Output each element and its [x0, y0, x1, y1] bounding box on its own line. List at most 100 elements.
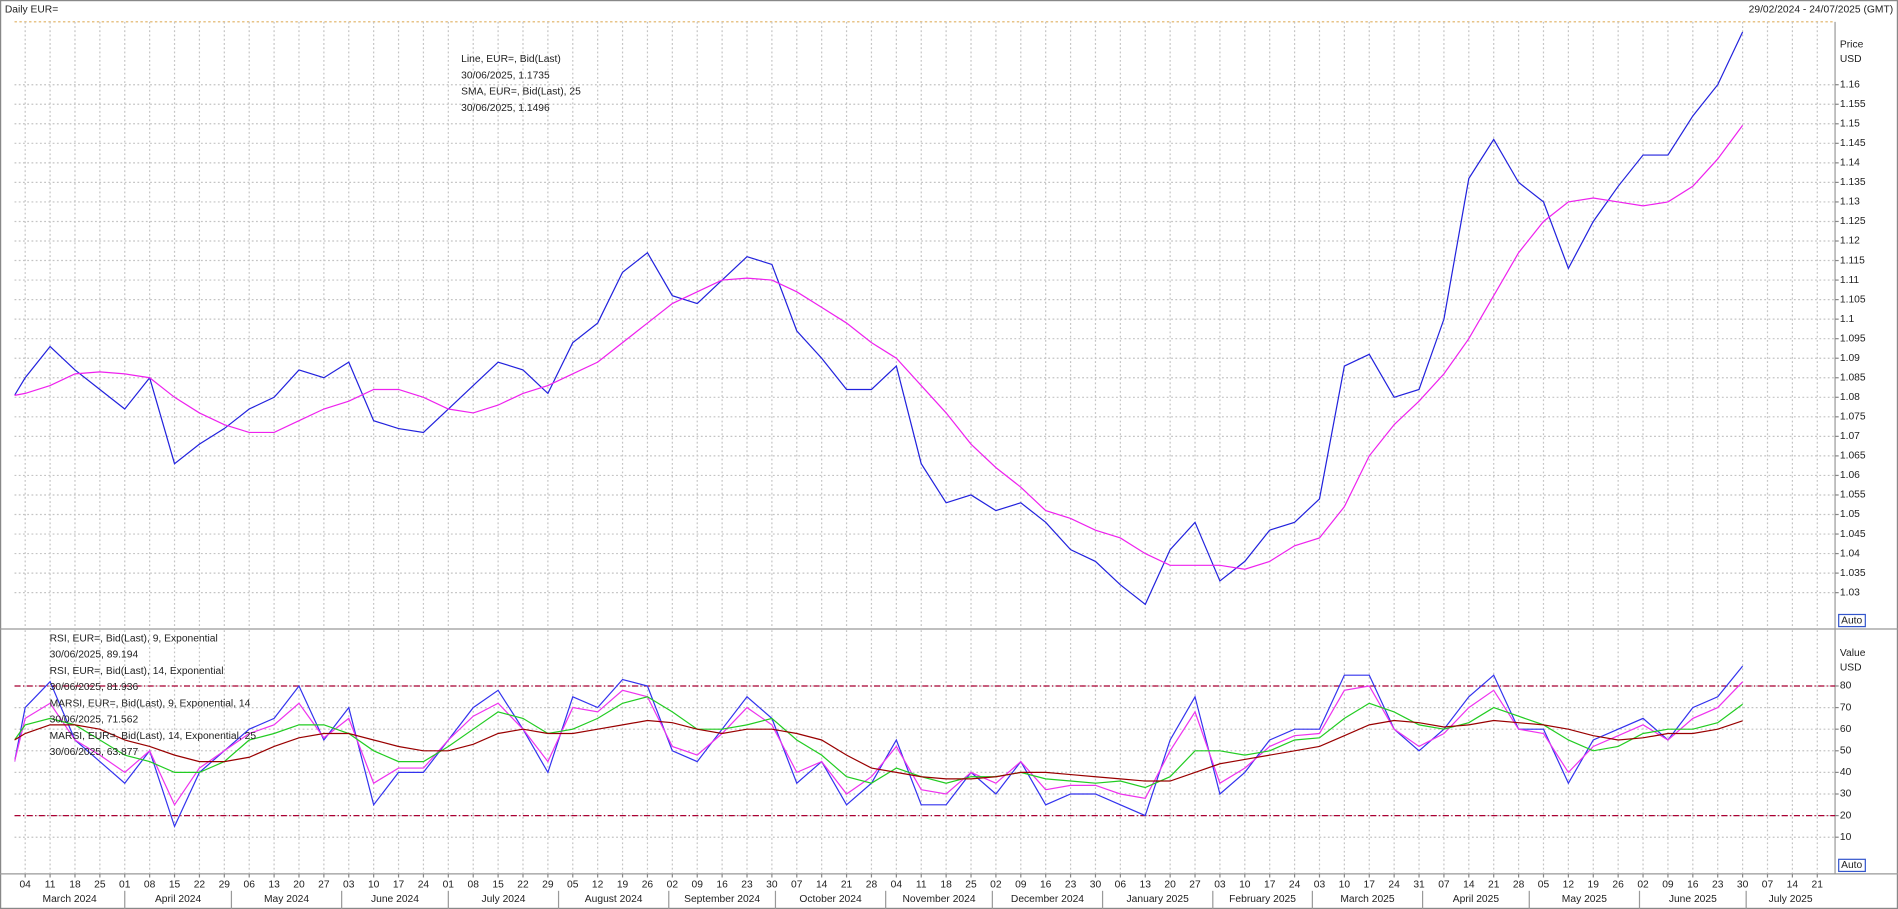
axis-unit: USD: [1840, 54, 1862, 65]
y-tick-label: 20: [1840, 810, 1852, 821]
series-line: [14, 681, 1744, 807]
axis-label: Price: [1840, 40, 1864, 51]
x-tick-label: 20: [1164, 879, 1176, 890]
y-tick-label: 50: [1840, 746, 1852, 757]
x-tick-label: 02: [1637, 879, 1649, 890]
month-label: October 2024: [799, 894, 862, 905]
auto-button-label[interactable]: Auto: [1841, 615, 1862, 626]
x-tick-label: 16: [716, 879, 728, 890]
x-tick-label: 05: [567, 879, 579, 890]
series-line: [14, 719, 1743, 782]
x-tick-label: 09: [692, 879, 704, 890]
y-tick-label: 1.08: [1840, 392, 1860, 403]
auto-button-label[interactable]: Auto: [1841, 860, 1862, 871]
month-label: December 2024: [1011, 894, 1084, 905]
month-label: May 2025: [1562, 894, 1607, 905]
axis-label: Value: [1840, 648, 1866, 659]
x-tick-label: 18: [940, 879, 952, 890]
x-tick-label: 15: [492, 879, 504, 890]
x-tick-label: 29: [542, 879, 554, 890]
x-tick-label: 09: [1662, 879, 1674, 890]
legend-note: 30/06/2025, 81.936: [50, 682, 139, 693]
month-label: February 2025: [1229, 894, 1296, 905]
x-tick-label: 18: [69, 879, 81, 890]
month-label: June 2024: [371, 894, 419, 905]
y-tick-label: 1.07: [1840, 431, 1860, 442]
axis-unit: USD: [1840, 663, 1862, 674]
legend-note: RSI, EUR=, Bid(Last), 14, Exponential: [50, 666, 224, 677]
y-tick-label: 70: [1840, 702, 1852, 713]
x-tick-label: 12: [592, 879, 604, 890]
x-tick-label: 23: [1065, 879, 1077, 890]
chart-title: Daily EUR=: [5, 4, 58, 15]
auto-button[interactable]: [1838, 613, 1866, 628]
series-line: [14, 124, 1744, 570]
x-tick-label: 03: [1314, 879, 1326, 890]
y-tick-label: 1.145: [1840, 138, 1866, 149]
x-tick-label: 03: [1214, 879, 1226, 890]
month-label: August 2024: [585, 894, 643, 905]
x-tick-label: 23: [741, 879, 753, 890]
month-label: March 2024: [43, 894, 98, 905]
legend-note: SMA, EUR=, Bid(Last), 25: [461, 87, 581, 98]
x-tick-label: 30: [1090, 879, 1102, 890]
x-tick-label: 21: [1488, 879, 1500, 890]
y-tick-label: 1.06: [1840, 470, 1860, 481]
y-tick-label: 60: [1840, 724, 1852, 735]
x-tick-label: 24: [1289, 879, 1301, 890]
x-tick-label: 11: [916, 879, 927, 890]
y-tick-label: 1.135: [1840, 177, 1866, 188]
x-tick-label: 14: [1463, 879, 1475, 890]
series-line: [14, 31, 1744, 606]
x-tick-label: 22: [194, 879, 206, 890]
x-tick-label: 08: [144, 879, 156, 890]
x-tick-label: 08: [467, 879, 479, 890]
x-tick-label: 25: [94, 879, 106, 890]
y-tick-label: 80: [1840, 681, 1852, 692]
x-tick-label: 24: [418, 879, 430, 890]
y-tick-label: 1.105: [1840, 294, 1866, 305]
y-tick-label: 1.04: [1840, 548, 1860, 559]
x-tick-label: 23: [1712, 879, 1724, 890]
legend-note: RSI, EUR=, Bid(Last), 9, Exponential: [50, 633, 218, 644]
x-tick-label: 04: [891, 879, 903, 890]
y-tick-label: 1.1: [1840, 314, 1855, 325]
x-tick-label: 29: [219, 879, 231, 890]
legend-note: 30/06/2025, 1.1496: [461, 103, 550, 114]
legend-note: 30/06/2025, 89.194: [50, 650, 139, 661]
x-tick-label: 21: [1812, 879, 1824, 890]
x-tick-label: 07: [1438, 879, 1450, 890]
x-tick-label: 28: [866, 879, 878, 890]
x-tick-label: 15: [169, 879, 181, 890]
y-tick-label: 1.155: [1840, 99, 1866, 110]
x-tick-label: 22: [517, 879, 529, 890]
x-tick-label: 24: [1388, 879, 1400, 890]
y-tick-label: 1.095: [1840, 333, 1866, 344]
x-tick-label: 30: [766, 879, 778, 890]
x-tick-label: 07: [1762, 879, 1774, 890]
x-tick-label: 10: [1239, 879, 1251, 890]
y-tick-label: 1.13: [1840, 197, 1860, 208]
legend-note: 30/06/2025, 71.562: [50, 715, 139, 726]
x-tick-label: 30: [1737, 879, 1749, 890]
y-tick-label: 1.03: [1840, 587, 1860, 598]
x-tick-label: 20: [293, 879, 305, 890]
x-tick-label: 17: [1364, 879, 1376, 890]
legend-note: Line, EUR=, Bid(Last): [461, 54, 561, 65]
y-tick-label: 1.09: [1840, 353, 1860, 364]
legend-note: 30/06/2025, 63.877: [50, 747, 139, 758]
x-tick-label: 09: [1015, 879, 1027, 890]
y-tick-label: 1.065: [1840, 451, 1866, 462]
y-tick-label: 1.085: [1840, 372, 1866, 383]
auto-button[interactable]: [1838, 858, 1866, 873]
x-tick-label: 17: [1264, 879, 1276, 890]
x-tick-label: 27: [318, 879, 330, 890]
legend-note: 30/06/2025, 1.1735: [461, 70, 550, 81]
x-tick-label: 04: [19, 879, 31, 890]
y-tick-label: 1.075: [1840, 412, 1866, 423]
y-tick-label: 1.11: [1840, 275, 1860, 286]
x-tick-label: 11: [45, 879, 56, 890]
month-label: June 2025: [1669, 894, 1717, 905]
y-tick-label: 30: [1840, 789, 1852, 800]
x-tick-label: 13: [268, 879, 280, 890]
